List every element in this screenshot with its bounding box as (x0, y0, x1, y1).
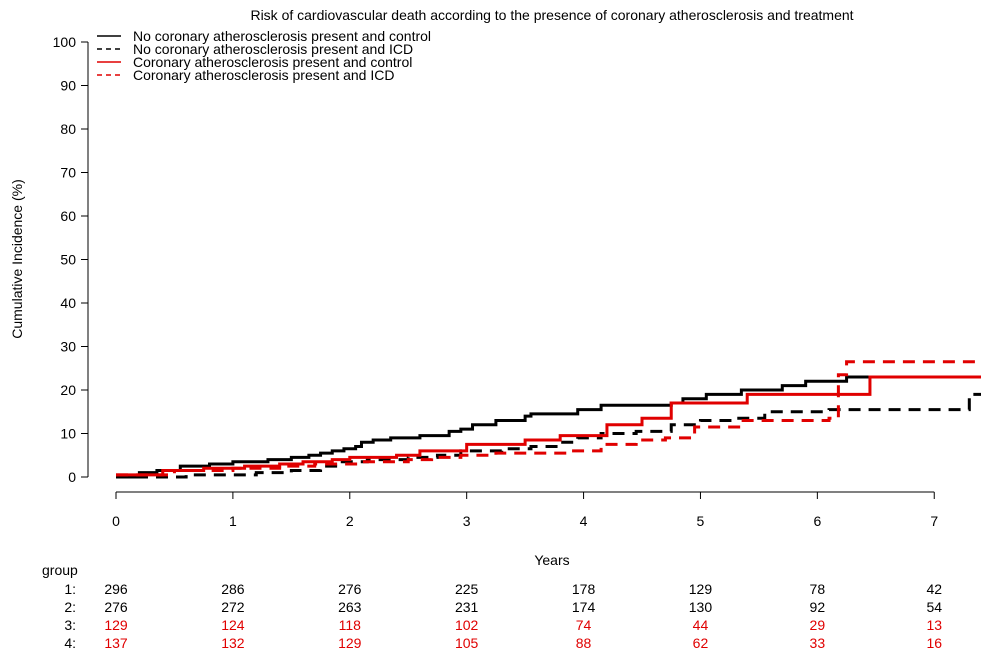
x-tick-label: 3 (463, 513, 471, 529)
risk-table-cell: 263 (338, 599, 362, 615)
risk-table-cell: 132 (221, 635, 245, 651)
series-line-1 (116, 375, 981, 479)
risk-table-cell: 225 (455, 581, 479, 597)
risk-table-cell: 276 (338, 581, 362, 597)
series-line-4 (116, 360, 981, 477)
series-line-3 (116, 375, 981, 477)
risk-table-cell: 118 (339, 617, 362, 633)
risk-table-cell: 78 (810, 581, 826, 597)
risk-table-group-label: 3: (64, 617, 76, 633)
x-axis-label: Years (534, 552, 569, 568)
y-tick-label: 40 (60, 295, 76, 311)
legend-label-2: No coronary atherosclerosis present and … (133, 41, 413, 57)
x-tick-label: 0 (112, 513, 120, 529)
risk-table-cell: 92 (810, 599, 826, 615)
risk-table-header: group (42, 562, 78, 578)
risk-table-cell: 129 (689, 581, 713, 597)
risk-table: group 1: 296 286 276 225 178 129 78 42 2: 276 272 26… (42, 562, 942, 651)
risk-table-cell: 88 (576, 635, 592, 651)
risk-table-group-label: 4: (64, 635, 76, 651)
y-tick-label: 90 (60, 78, 76, 94)
x-axis: 0 1 2 3 4 5 6 7 (112, 491, 938, 529)
risk-table-cell: 29 (810, 617, 826, 633)
risk-table-cell: 74 (576, 617, 592, 633)
risk-table-cell: 54 (926, 599, 942, 615)
x-tick-label: 5 (697, 513, 705, 529)
legend-label-1: No coronary atherosclerosis present and … (133, 28, 431, 44)
risk-table-cell: 276 (104, 599, 128, 615)
legend-label-3: Coronary atherosclerosis present and con… (133, 54, 412, 70)
y-tick-label: 0 (68, 469, 76, 485)
risk-table-group-label: 1: (64, 581, 76, 597)
risk-table-cell: 105 (455, 635, 479, 651)
y-tick-label: 70 (60, 165, 76, 181)
risk-table-cell: 296 (104, 581, 128, 597)
risk-table-group-label: 2: (64, 599, 76, 615)
risk-table-cell: 44 (693, 617, 709, 633)
legend-label-4: Coronary atherosclerosis present and ICD (133, 67, 394, 83)
risk-table-cell: 129 (338, 635, 362, 651)
risk-table-cell: 13 (926, 617, 942, 633)
x-tick-label: 7 (930, 513, 938, 529)
series-line-2 (116, 392, 981, 479)
risk-table-cell: 137 (104, 635, 128, 651)
legend: No coronary atherosclerosis present and … (97, 28, 431, 83)
y-tick-label: 20 (60, 382, 76, 398)
risk-table-cell: 124 (221, 617, 245, 633)
y-tick-label: 60 (60, 208, 76, 224)
y-tick-label: 30 (60, 339, 76, 355)
risk-table-cell: 16 (926, 635, 942, 651)
plot-lines (116, 360, 981, 479)
y-tick-label: 50 (60, 252, 76, 268)
risk-table-cell: 272 (221, 599, 245, 615)
y-axis: 0 10 20 30 40 50 60 70 80 90 100 (53, 34, 89, 485)
risk-table-cell: 178 (572, 581, 596, 597)
y-tick-label: 100 (53, 34, 77, 50)
x-tick-label: 2 (346, 513, 354, 529)
y-axis-label: Cumulative Incidence (%) (9, 179, 25, 339)
risk-table-cell: 286 (221, 581, 245, 597)
x-tick-label: 6 (813, 513, 821, 529)
risk-table-cell: 62 (693, 635, 709, 651)
risk-table-cell: 129 (104, 617, 128, 633)
risk-table-cell: 33 (810, 635, 826, 651)
chart-title: Risk of cardiovascular death according t… (250, 7, 853, 23)
risk-table-cell: 102 (455, 617, 479, 633)
x-tick-label: 4 (580, 513, 588, 529)
y-tick-label: 80 (60, 121, 76, 137)
x-tick-label: 1 (229, 513, 237, 529)
risk-table-cell: 231 (455, 599, 479, 615)
risk-table-cell: 174 (572, 599, 596, 615)
y-tick-label: 10 (60, 426, 76, 442)
risk-table-cell: 130 (689, 599, 713, 615)
risk-table-cell: 42 (926, 581, 942, 597)
